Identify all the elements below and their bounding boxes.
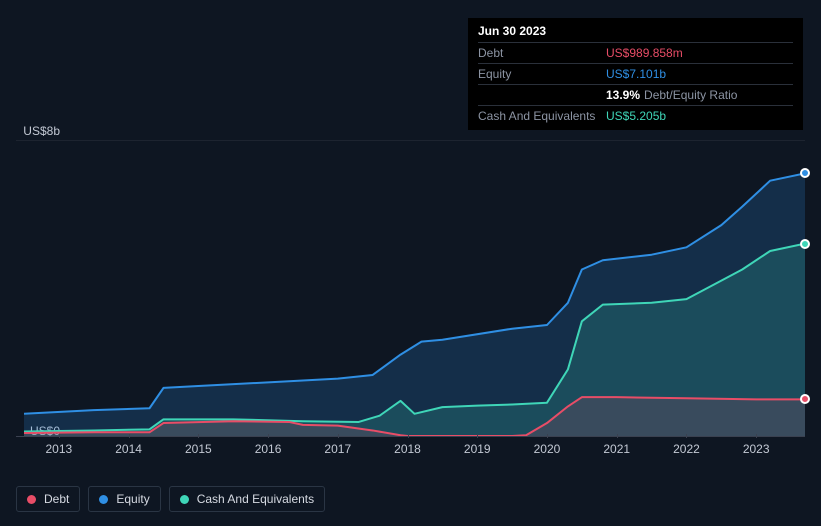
chart-legend: Debt Equity Cash And Equivalents <box>16 486 325 512</box>
legend-label: Debt <box>44 492 69 506</box>
x-axis-label: 2016 <box>255 442 282 456</box>
tooltip-label: Cash And Equivalents <box>478 109 606 123</box>
x-axis-label: 2018 <box>394 442 421 456</box>
tooltip-row-debt: Debt US$989.858m <box>478 42 793 63</box>
x-axis-labels: 2013 2014 2015 2016 2017 2018 2019 2020 2021 2022… <box>24 438 805 458</box>
y-axis-label-max: US$8b <box>22 124 60 138</box>
x-axis-tick <box>129 434 130 438</box>
x-axis-tick <box>338 434 339 438</box>
x-axis-label: 2019 <box>464 442 491 456</box>
legend-dot <box>180 495 189 504</box>
x-axis-label: 2015 <box>185 442 212 456</box>
legend-item-debt[interactable]: Debt <box>16 486 80 512</box>
chart-tooltip: Jun 30 2023 Debt US$989.858m Equity US$7… <box>468 18 803 130</box>
x-axis-tick <box>268 434 269 438</box>
legend-item-equity[interactable]: Equity <box>88 486 160 512</box>
x-axis-tick <box>408 434 409 438</box>
tooltip-label: Debt <box>478 46 606 60</box>
tooltip-value: US$7.101b <box>606 67 666 81</box>
x-axis-label: 2013 <box>46 442 73 456</box>
chart-container: Jun 30 2023 Debt US$989.858m Equity US$7… <box>0 0 821 526</box>
legend-dot <box>99 495 108 504</box>
legend-label: Equity <box>116 492 149 506</box>
x-axis-tick <box>686 434 687 438</box>
series-end-marker <box>800 168 810 178</box>
x-axis-label: 2014 <box>115 442 142 456</box>
legend-dot <box>27 495 36 504</box>
x-axis-tick <box>547 434 548 438</box>
tooltip-date: Jun 30 2023 <box>478 24 793 38</box>
x-axis-tick <box>617 434 618 438</box>
tooltip-label: Equity <box>478 67 606 81</box>
chart-plot-area[interactable] <box>24 140 805 436</box>
tooltip-value: US$5.205b <box>606 109 666 123</box>
x-axis-tick <box>756 434 757 438</box>
tooltip-row-equity: Equity US$7.101b <box>478 63 793 84</box>
legend-label: Cash And Equivalents <box>197 492 314 506</box>
series-end-marker <box>800 394 810 404</box>
x-axis-tick <box>198 434 199 438</box>
x-axis-tick <box>59 434 60 438</box>
tooltip-label <box>478 88 606 102</box>
x-axis-label: 2022 <box>673 442 700 456</box>
tooltip-ratio-label: Debt/Equity Ratio <box>644 88 737 102</box>
tooltip-row-ratio: 13.9% Debt/Equity Ratio <box>478 84 793 105</box>
legend-item-cash[interactable]: Cash And Equivalents <box>169 486 325 512</box>
x-axis-label: 2023 <box>743 442 770 456</box>
tooltip-value: US$989.858m <box>606 46 683 60</box>
series-end-marker <box>800 239 810 249</box>
chart-svg <box>24 140 805 436</box>
x-axis-label: 2017 <box>324 442 351 456</box>
x-axis-tick <box>477 434 478 438</box>
x-axis-label: 2020 <box>534 442 561 456</box>
tooltip-value: 13.9% Debt/Equity Ratio <box>606 88 737 102</box>
x-axis-label: 2021 <box>603 442 630 456</box>
tooltip-row-cash: Cash And Equivalents US$5.205b <box>478 105 793 126</box>
tooltip-ratio-value: 13.9% <box>606 88 640 102</box>
